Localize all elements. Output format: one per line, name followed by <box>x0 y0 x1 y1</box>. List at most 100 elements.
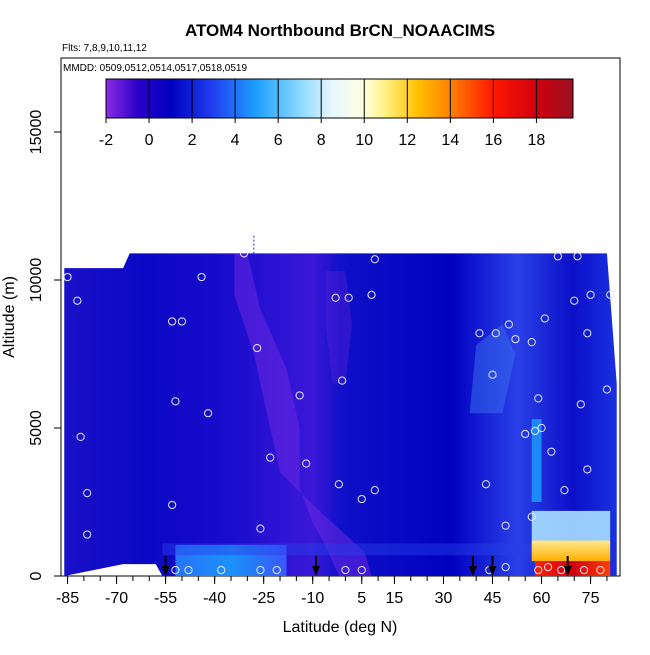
sample-point <box>83 530 92 539</box>
sample-point <box>475 329 484 338</box>
sample-point <box>491 329 500 338</box>
sample-point <box>168 317 177 326</box>
colorbar-tick-label: 18 <box>528 132 546 149</box>
sample-point <box>488 370 497 379</box>
arrow-head <box>161 566 170 576</box>
x-axis: -85 -70 -55 -40 -25 -10 5 15 30 45 60 75 <box>56 576 608 607</box>
chart-title: ATOM4 Northbound BrCN_NOAACIMS <box>185 21 495 40</box>
colorbar-tick-label: 6 <box>274 132 283 149</box>
sample-point <box>504 320 513 329</box>
sample-point <box>256 524 265 533</box>
sample-point <box>576 400 585 409</box>
sample-point <box>537 423 546 433</box>
sample-point <box>239 249 249 258</box>
sample-point <box>295 391 304 400</box>
x-tick-label: -70 <box>105 590 128 607</box>
sample-point <box>596 565 605 575</box>
field-minimum-band <box>234 253 372 576</box>
sample-point <box>171 397 180 406</box>
sample-point <box>553 252 562 261</box>
sample-point <box>534 565 543 575</box>
x-tick-label: 15 <box>386 590 404 607</box>
sample-point <box>76 432 85 441</box>
sample-point <box>184 565 193 575</box>
arrow-head <box>488 566 497 576</box>
sample-point <box>302 459 311 468</box>
sample-point <box>583 465 592 474</box>
sample-point <box>168 500 177 510</box>
field-envelope <box>64 253 617 576</box>
sample-point <box>530 426 540 436</box>
sample-point <box>586 290 595 299</box>
colorbar-tick-label: 10 <box>355 132 373 149</box>
arrow-head <box>563 566 572 576</box>
sample-point <box>341 565 350 575</box>
arrow-marker <box>468 556 477 576</box>
sample-point <box>253 343 262 353</box>
sample-point <box>579 565 589 575</box>
y-axis: 0 5000 10000 15000 <box>28 110 61 580</box>
field-low-altitude-south <box>175 544 287 576</box>
sample-point <box>357 565 366 575</box>
field-north-column <box>531 419 542 502</box>
colorbar-tick-label: 16 <box>484 132 502 149</box>
sample-point <box>501 563 510 572</box>
sample-point <box>602 385 612 394</box>
colorbar-tick-label: 0 <box>145 132 154 149</box>
sample-point <box>540 314 549 323</box>
sample-point <box>334 480 343 489</box>
sample-point <box>197 272 206 282</box>
sample-point <box>481 480 491 489</box>
x-tick-label: 5 <box>357 590 366 607</box>
y-axis-label: Altitude (m) <box>1 276 18 358</box>
x-tick-label: 75 <box>582 590 600 607</box>
sample-point <box>83 489 92 498</box>
sample-point <box>63 272 72 282</box>
sample-point <box>338 376 347 385</box>
sample-point <box>534 394 543 403</box>
colorbar-tick-label: -2 <box>99 132 113 149</box>
x-tick-label: -55 <box>154 590 177 607</box>
chart-subtitle-dates: MMDD: 0509,0512,0514,0517,0518,0519 <box>63 63 247 74</box>
y-tick-label: 0 <box>28 571 45 580</box>
sample-point <box>547 447 556 456</box>
sample-points <box>63 249 615 575</box>
sample-point <box>204 409 213 418</box>
x-tick-label: 30 <box>435 590 453 607</box>
sample-point <box>543 563 553 572</box>
x-tick-label: -85 <box>56 590 79 607</box>
sample-point <box>511 335 520 344</box>
sample-point <box>357 494 366 504</box>
sample-point <box>272 565 281 575</box>
sample-point <box>217 565 226 575</box>
colorbar-tick-label: 4 <box>231 132 240 149</box>
x-tick-label: 60 <box>533 590 551 607</box>
sample-point <box>331 293 340 302</box>
sample-point <box>583 329 592 338</box>
sample-point <box>570 296 579 305</box>
colorbar-tick-label: 2 <box>188 132 197 149</box>
field-north-light <box>531 510 611 541</box>
field-low-band <box>162 543 532 556</box>
sample-point <box>560 486 569 495</box>
colorbar-tick-label: 12 <box>398 132 416 149</box>
sample-point <box>256 565 265 575</box>
arrow-marker <box>563 556 572 576</box>
y-tick-label: 10000 <box>28 258 45 303</box>
sample-point <box>73 296 82 305</box>
field-north-hot <box>535 561 611 576</box>
sample-point <box>573 252 582 261</box>
field-north-warm <box>531 540 611 562</box>
sample-point <box>606 290 615 299</box>
arrow-marker <box>161 556 170 576</box>
y-tick-label: 5000 <box>28 410 45 446</box>
y-tick-label: 15000 <box>28 110 45 155</box>
arrow-head <box>311 566 320 576</box>
sample-point <box>370 486 379 495</box>
x-tick-label: -40 <box>203 590 226 607</box>
colorbar: -2 0 2 4 6 8 10 12 14 16 18 <box>99 78 574 149</box>
colorbar-tick-label: 14 <box>441 132 459 149</box>
sample-point <box>171 565 180 575</box>
